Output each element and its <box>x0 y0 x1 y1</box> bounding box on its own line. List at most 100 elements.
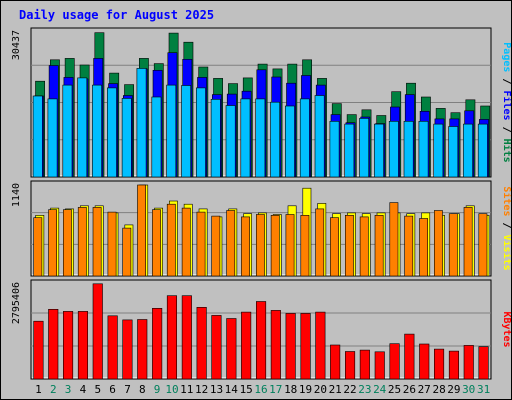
bar-pages-13 <box>210 99 221 178</box>
day-label-21: 21 <box>329 383 342 396</box>
bar-kbytes-18 <box>285 313 296 380</box>
bar-sites-6 <box>107 211 117 277</box>
bar-pages-25 <box>388 121 399 178</box>
legend-kbytes: KBytes <box>501 311 511 347</box>
bar-sites-18 <box>285 214 295 277</box>
bar-sites-25 <box>389 202 399 277</box>
bar-pages-27 <box>418 121 429 178</box>
bar-pages-26 <box>403 121 414 178</box>
legend-hits_files_pages: Pages / Files / Hits <box>501 42 511 162</box>
bar-kbytes-20 <box>315 311 326 380</box>
panel-hits_files_pages: 30437 Pages / Files / Hits <box>11 27 511 178</box>
chart-panels: 30437 Pages / Files / Hits 1140 Sites / Vis… <box>11 27 511 380</box>
day-label-16: 16 <box>254 383 267 396</box>
bar-kbytes-22 <box>344 351 356 380</box>
bar-kbytes-27 <box>419 343 430 380</box>
day-label-19: 19 <box>299 383 312 396</box>
bar-sites-29 <box>448 213 458 277</box>
series-pages <box>32 68 488 178</box>
bar-sites-20 <box>315 208 325 277</box>
bar-pages-22 <box>344 123 355 178</box>
bar-pages-11 <box>181 85 191 178</box>
bar-sites-1 <box>33 217 43 277</box>
bar-pages-7 <box>121 98 132 178</box>
day-label-5: 5 <box>94 383 101 396</box>
bar-kbytes-15 <box>241 311 252 380</box>
bar-pages-30 <box>463 123 473 178</box>
day-label-24: 24 <box>373 383 387 396</box>
bar-sites-26 <box>404 215 414 277</box>
bar-kbytes-5 <box>92 283 103 380</box>
day-label-10: 10 <box>165 383 178 396</box>
legend-part: KBytes <box>501 311 511 347</box>
bar-sites-15 <box>241 216 250 277</box>
bar-kbytes-23 <box>359 349 370 380</box>
bar-kbytes-31 <box>478 346 489 380</box>
bar-kbytes-12 <box>196 306 207 380</box>
bar-sites-8 <box>137 184 146 277</box>
day-label-31: 31 <box>477 383 490 396</box>
bar-kbytes-14 <box>226 318 237 380</box>
bar-sites-22 <box>344 215 354 277</box>
bar-pages-14 <box>225 105 236 178</box>
day-label-15: 15 <box>240 383 253 396</box>
day-label-27: 27 <box>418 383 431 396</box>
day-label-22: 22 <box>343 383 356 396</box>
bar-kbytes-21 <box>330 344 341 380</box>
bar-sites-28 <box>433 210 443 277</box>
bar-pages-9 <box>151 96 162 178</box>
day-label-6: 6 <box>109 383 116 396</box>
day-label-25: 25 <box>388 383 401 396</box>
day-label-14: 14 <box>225 383 239 396</box>
bar-sites-30 <box>463 207 473 277</box>
day-label-20: 20 <box>314 383 327 396</box>
legend-part: Hits <box>501 139 511 163</box>
legend-part: Visits <box>501 235 511 271</box>
bar-pages-2 <box>47 98 58 178</box>
bar-pages-16 <box>255 98 266 178</box>
bar-kbytes-11 <box>181 295 192 380</box>
bar-sites-5 <box>92 207 102 277</box>
bar-kbytes-28 <box>433 348 445 380</box>
bar-pages-6 <box>107 87 117 178</box>
day-label-23: 23 <box>358 383 371 396</box>
bar-pages-3 <box>62 84 73 178</box>
bar-pages-23 <box>359 118 369 178</box>
day-label-3: 3 <box>65 383 72 396</box>
bar-sites-24 <box>374 215 384 277</box>
day-label-11: 11 <box>180 383 193 396</box>
bar-pages-31 <box>477 123 488 178</box>
legend-visits_sites: Sites / Visits <box>501 186 511 270</box>
bar-sites-10 <box>166 203 176 277</box>
y-max-label: 2795406 <box>11 282 22 324</box>
bar-kbytes-1 <box>33 320 44 380</box>
bar-sites-27 <box>419 218 428 277</box>
bar-sites-7 <box>122 227 132 277</box>
bar-kbytes-16 <box>256 301 267 380</box>
bar-pages-20 <box>314 95 325 178</box>
bar-sites-14 <box>226 210 236 277</box>
bar-kbytes-25 <box>389 343 400 380</box>
bar-pages-12 <box>196 87 206 178</box>
bar-sites-21 <box>330 217 339 277</box>
bar-kbytes-8 <box>137 319 148 380</box>
legend-part: Pages <box>501 42 511 72</box>
day-axis-labels: 1 2 3 4 5 6 7 8 9 10 11 12 13 14 15 16 17 18 19 20 21 22 23 24 2… <box>35 383 490 396</box>
bar-kbytes-29 <box>448 350 460 380</box>
bar-sites-2 <box>48 209 57 277</box>
bar-kbytes-24 <box>374 351 385 380</box>
bar-kbytes-30 <box>463 345 474 380</box>
panel-visits_sites: 1140 Sites / Visits <box>11 180 511 277</box>
bar-kbytes-2 <box>48 308 59 380</box>
bar-pages-8 <box>136 68 147 178</box>
day-label-4: 4 <box>80 383 87 396</box>
bar-pages-4 <box>77 77 88 178</box>
bar-sites-31 <box>478 213 488 277</box>
bar-sites-17 <box>270 215 280 277</box>
bar-kbytes-3 <box>62 311 74 380</box>
bar-sites-16 <box>256 214 265 277</box>
bar-kbytes-17 <box>270 310 281 380</box>
day-label-7: 7 <box>124 383 131 396</box>
y-max-label: 30437 <box>11 30 22 60</box>
